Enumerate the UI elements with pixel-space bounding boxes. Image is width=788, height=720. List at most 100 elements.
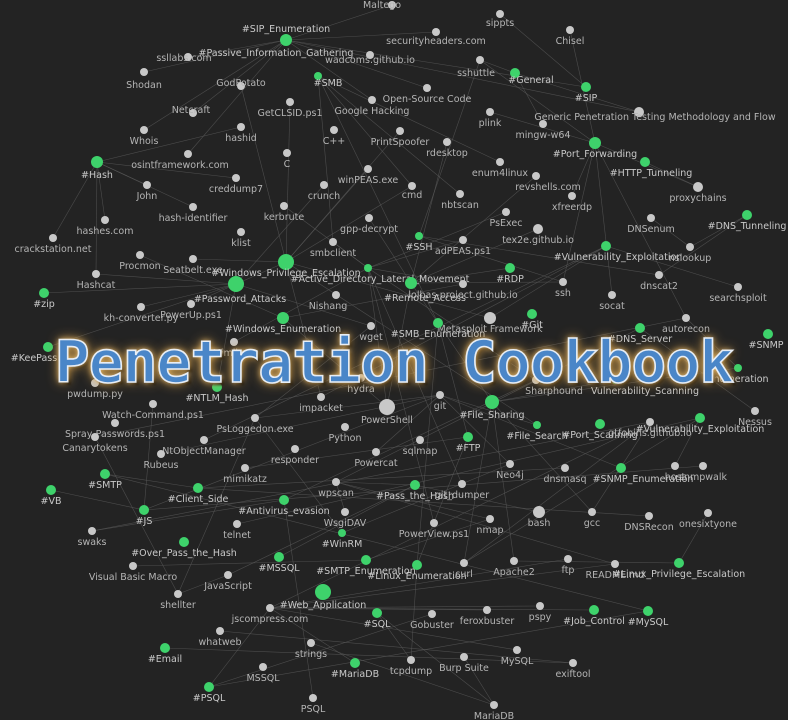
note-node[interactable]: Spray-Passwords.ps1	[65, 419, 165, 440]
tag-node-dot[interactable]	[410, 480, 420, 490]
note-node-dot[interactable]	[184, 150, 192, 158]
tag-node[interactable]: #FTP	[456, 432, 481, 454]
tag-node-dot[interactable]	[315, 584, 331, 600]
note-node[interactable]: tex2e.github.io	[502, 224, 574, 246]
note-node-dot[interactable]	[330, 126, 338, 134]
tag-node-dot[interactable]	[505, 263, 515, 273]
tag-node-dot[interactable]	[589, 137, 601, 149]
note-node-dot[interactable]	[490, 701, 498, 709]
note-node[interactable]: NtObjectManager	[162, 436, 246, 457]
tag-node[interactable]: #SMB_Enumeration	[391, 318, 486, 340]
note-node[interactable]: pwdump.py	[67, 379, 123, 400]
note-node[interactable]: swaks	[78, 527, 107, 548]
note-node[interactable]: hydra	[347, 374, 375, 395]
note-node-dot[interactable]	[224, 571, 232, 579]
note-node-dot[interactable]	[566, 26, 574, 34]
note-node[interactable]: DNSenum	[627, 214, 675, 235]
tag-node-dot[interactable]	[640, 157, 650, 167]
tag-node-dot[interactable]	[643, 606, 653, 616]
note-node[interactable]: Rubeus	[143, 450, 179, 471]
note-node-dot[interactable]	[459, 280, 467, 288]
note-node[interactable]: Metasploit Framework	[438, 312, 543, 335]
note-node-dot[interactable]	[432, 28, 440, 36]
tag-node-dot[interactable]	[364, 264, 372, 272]
tag-node[interactable]: #Over_Pass_the_Hash	[131, 537, 237, 559]
tag-node-dot[interactable]	[589, 605, 599, 615]
note-node[interactable]: Visual Basic Macro	[89, 562, 177, 583]
note-node[interactable]: Gobuster	[410, 610, 454, 631]
note-node-dot[interactable]	[476, 56, 484, 64]
tag-node[interactable]: #DNS_Tunneling	[708, 210, 787, 232]
note-node-dot[interactable]	[251, 414, 259, 422]
tag-node[interactable]: #Port_Scanning	[562, 419, 638, 441]
tag-node-dot[interactable]	[277, 312, 289, 324]
tag-node[interactable]: #Pass_the_Hash	[376, 480, 454, 502]
tag-node-dot[interactable]	[415, 232, 423, 240]
tag-node-dot[interactable]	[763, 329, 773, 339]
tag-node[interactable]: #Windows_Privilege_Escalation	[211, 254, 361, 279]
note-node[interactable]: PSQL	[301, 694, 326, 715]
note-node-dot[interactable]	[143, 181, 151, 189]
note-node-dot[interactable]	[408, 182, 416, 190]
note-node[interactable]: README.md	[586, 560, 645, 581]
note-node-dot[interactable]	[189, 255, 197, 263]
note-node[interactable]: jscompress.com	[231, 604, 309, 625]
note-node-dot[interactable]	[704, 509, 712, 517]
tag-node[interactable]: #Port_Forwarding	[553, 137, 637, 160]
note-node[interactable]: C	[283, 149, 291, 170]
tag-node[interactable]: #WinRM	[322, 529, 363, 550]
note-node[interactable]: PowerView.ps1	[399, 519, 469, 540]
note-node[interactable]: Whois	[130, 126, 159, 147]
note-node[interactable]: dnsmasq	[543, 464, 587, 485]
note-node[interactable]: creddump7	[209, 174, 263, 195]
tag-node-dot[interactable]	[193, 483, 203, 493]
note-node[interactable]: Apache2	[493, 557, 535, 578]
note-node-dot[interactable]	[317, 393, 325, 401]
note-node-dot[interactable]	[396, 127, 404, 135]
tag-node[interactable]: #MariaDB	[331, 658, 379, 680]
tag-node[interactable]: #Antivirus_evasion	[238, 495, 330, 517]
note-node-dot[interactable]	[645, 512, 653, 520]
note-node-dot[interactable]	[320, 181, 328, 189]
note-node[interactable]: Procmon	[119, 251, 161, 272]
note-node-dot[interactable]	[140, 68, 148, 76]
note-node-dot[interactable]	[49, 234, 57, 242]
tag-node-dot[interactable]	[46, 485, 56, 495]
note-node[interactable]: kerbrute	[264, 202, 305, 223]
note-node-dot[interactable]	[233, 520, 241, 528]
tag-node-dot[interactable]	[463, 432, 473, 442]
note-node-dot[interactable]	[88, 527, 96, 535]
note-node[interactable]: JavaScript	[203, 571, 252, 592]
tag-node[interactable]: Vulnerability_Scanning	[591, 376, 699, 397]
note-node[interactable]: Nishang	[309, 291, 348, 312]
tag-node-dot[interactable]	[274, 552, 284, 562]
note-node[interactable]: gtfobins.github.io	[608, 418, 692, 439]
tag-node[interactable]: #File_Search	[506, 421, 568, 442]
note-node[interactable]: MariaDB	[474, 701, 514, 720]
note-node-dot[interactable]	[682, 314, 690, 322]
note-node-dot[interactable]	[536, 602, 544, 610]
note-node[interactable]: mimikatz	[223, 464, 267, 485]
note-node-dot[interactable]	[486, 108, 494, 116]
tag-node[interactable]: #General	[508, 68, 554, 86]
note-node[interactable]: crackstation.net	[15, 234, 92, 255]
note-node-dot[interactable]	[693, 182, 703, 192]
note-node[interactable]: smbclient	[310, 238, 357, 259]
note-node[interactable]: revshells.com	[515, 172, 581, 193]
note-node[interactable]: ftp	[562, 555, 575, 576]
note-node-dot[interactable]	[416, 436, 424, 444]
note-node[interactable]: dnscat2	[640, 271, 678, 292]
note-node-dot[interactable]	[634, 107, 644, 117]
note-node[interactable]: Maltego	[363, 0, 401, 11]
note-node-dot[interactable]	[458, 480, 466, 488]
note-node-dot[interactable]	[430, 519, 438, 527]
tag-node[interactable]: Enumeration	[707, 364, 769, 385]
tag-node-dot[interactable]	[533, 421, 541, 429]
note-node[interactable]: impacket	[299, 393, 343, 414]
note-node-dot[interactable]	[365, 214, 373, 222]
tag-node[interactable]: #Git	[521, 309, 543, 331]
tag-node-dot[interactable]	[160, 643, 170, 653]
note-node[interactable]: wget	[359, 322, 383, 343]
tag-node-dot[interactable]	[611, 376, 619, 384]
note-node-dot[interactable]	[559, 278, 567, 286]
